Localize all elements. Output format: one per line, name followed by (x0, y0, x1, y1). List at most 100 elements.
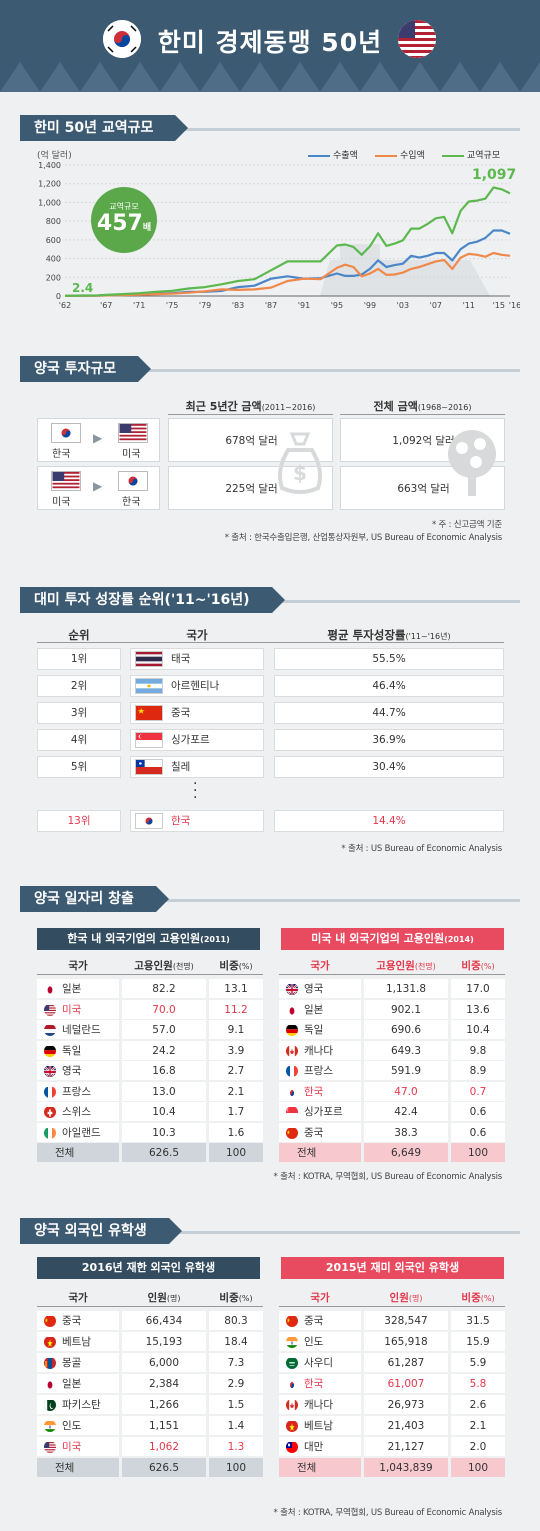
y-tick-label: 600 (46, 236, 61, 245)
series-line-2 (64, 251, 511, 297)
invest-row-kr-us: 한국 ▶ 미국 (37, 418, 160, 462)
x-tick-label: '79 (199, 301, 211, 310)
table-total-row: 전체 626.5 100 (37, 1458, 263, 1478)
table-row: 몽골 6,000 7.3 (37, 1353, 263, 1373)
taiwan-flag-icon (286, 1441, 298, 1453)
table-row: 미국 1,062 1.3 (37, 1437, 263, 1457)
invest-recent-us-kr: 225억 달러 (168, 466, 333, 510)
ellipsis-vertical-icon: · · · (193, 776, 198, 806)
section-title-students: 양국 외국인 유학생 (20, 1218, 182, 1244)
china-flag-icon (44, 1315, 56, 1327)
korea-flag-icon (286, 1086, 298, 1098)
table-row: 일본 902.1 13.6 (279, 999, 505, 1020)
table-row: 일본 82.2 13.1 (37, 979, 263, 999)
students-source: * 출처 : KOTRA, 무역협회, US Bureau of Economi… (273, 1508, 503, 1518)
arrow-right-icon: ▶ (93, 479, 103, 493)
x-tick-label: '87 (265, 301, 277, 310)
y-tick-label: 1,200 (38, 180, 61, 189)
invest-row-us-kr: 미국 ▶ 한국 (37, 466, 160, 510)
vietnam-flag-icon (44, 1336, 56, 1348)
table-row: 싱가포르 42.4 0.6 (279, 1102, 505, 1122)
y-tick-label: 1,000 (38, 198, 61, 207)
section-title-jobs: 양국 일자리 창출 (20, 886, 169, 912)
svg-text:$: $ (293, 461, 307, 485)
arrow-right-icon: ▶ (93, 431, 103, 445)
page-title: 한미 경제동맹 50년 (157, 28, 383, 57)
col-head-share: 비중(%) (219, 960, 253, 972)
section-divider (20, 899, 520, 902)
trade-start-label: 2.4 (72, 281, 94, 295)
y-tick-label: 800 (46, 217, 61, 226)
india-flag-icon (44, 1420, 56, 1432)
x-tick-label: '15 (493, 301, 505, 310)
ranking-row-rank: 3위 (37, 702, 121, 724)
usa-flag-icon (51, 471, 81, 491)
header-banner: 한미 경제동맹 50년 (0, 0, 540, 92)
x-tick-label: '95 (331, 301, 343, 310)
ranking-row-rate: 55.5% (274, 648, 504, 670)
y-tick-label: 200 (46, 273, 61, 282)
india-flag-icon (286, 1336, 298, 1348)
table-row: 중국 66,434 80.3 (37, 1311, 263, 1331)
korea-flag-icon (51, 423, 81, 443)
ranking-row-rank: 4위 (37, 729, 121, 751)
table-row: 중국 38.3 0.6 (279, 1122, 505, 1143)
x-tick-label: '67 (100, 301, 112, 310)
section-title-invest: 양국 투자규모 (20, 356, 152, 382)
table-row: 캐나다 649.3 9.8 (279, 1040, 505, 1061)
swiss-flag-icon (44, 1106, 56, 1118)
uk-flag-icon (286, 983, 298, 995)
x-tick-label: '03 (397, 301, 409, 310)
section-divider (20, 128, 520, 131)
x-tick-label: '07 (430, 301, 442, 310)
ranking-korea-rank: 13위 (37, 810, 121, 832)
ireland-flag-icon (44, 1127, 56, 1139)
invest-col-recent: 최근 5년간 금액(2011~2016) (185, 400, 316, 413)
table-row: 미국 70.0 11.2 (37, 999, 263, 1020)
germany-flag-icon (286, 1024, 298, 1036)
china-flag-icon (286, 1315, 298, 1327)
table-row: 아일랜드 10.3 1.6 (37, 1122, 263, 1143)
invest-source: * 출처 : 한국수출입은행, 산업통상자원부, US Bureau of Ec… (224, 533, 502, 543)
col-head-country: 국가 (68, 960, 88, 972)
x-tick-label: '83 (232, 301, 244, 310)
table-row: 사우디 61,287 5.9 (279, 1353, 505, 1373)
y-tick-label: 1,400 (38, 161, 61, 170)
saudi-flag-icon (286, 1357, 298, 1369)
thailand-flag-icon (135, 651, 163, 667)
table-row: 파키스탄 1,266 1.5 (37, 1395, 263, 1415)
col-head-people: 고용인원(천명) (134, 960, 194, 972)
ranking-korea-rate: 14.4% (274, 810, 504, 832)
money-tree-icon (448, 430, 496, 496)
table-row: 영국 16.8 2.7 (37, 1061, 263, 1081)
table-row: 일본 2,384 2.9 (37, 1374, 263, 1394)
ranking-row-country: 중국 (130, 702, 264, 724)
usa-flag-icon (398, 20, 436, 58)
col-head-share: 비중(%) (461, 1292, 495, 1304)
netherlands-flag-icon (44, 1024, 56, 1036)
table-row: 스위스 10.4 1.7 (37, 1102, 263, 1122)
students-left-title: 2016년 재한 외국인 유학생 (37, 1257, 260, 1279)
invest-col-total: 전체 금액(1968~2016) (373, 400, 472, 413)
ranking-source: * 출처 : US Bureau of Economic Analysis (341, 844, 502, 854)
section-title-ranking: 대미 투자 성장률 순위('11~'16년) (20, 587, 284, 613)
col-head-people: 인원(명) (147, 1292, 181, 1304)
france-flag-icon (44, 1086, 56, 1098)
ranking-row-rank: 1위 (37, 648, 121, 670)
table-row: 캐나다 26,973 2.6 (279, 1395, 505, 1415)
usa-flag-icon (44, 1441, 56, 1453)
col-head-share: 비중(%) (461, 960, 495, 972)
ranking-row-rank: 5위 (37, 756, 121, 778)
uk-flag-icon (44, 1065, 56, 1077)
table-row: 독일 690.6 10.4 (279, 1020, 505, 1040)
canada-flag-icon (286, 1399, 298, 1411)
invest-note: * 주 : 신고금액 기준 (431, 520, 502, 530)
y-tick-label: 400 (46, 255, 61, 264)
ranking-row-country: 칠레 (130, 756, 264, 778)
germany-flag-icon (44, 1045, 56, 1057)
table-row: 인도 1,151 1.4 (37, 1416, 263, 1436)
japan-flag-icon (44, 1378, 56, 1390)
ranking-row-country: 아르헨티나 (130, 675, 264, 697)
korea-flag-icon (135, 813, 163, 829)
